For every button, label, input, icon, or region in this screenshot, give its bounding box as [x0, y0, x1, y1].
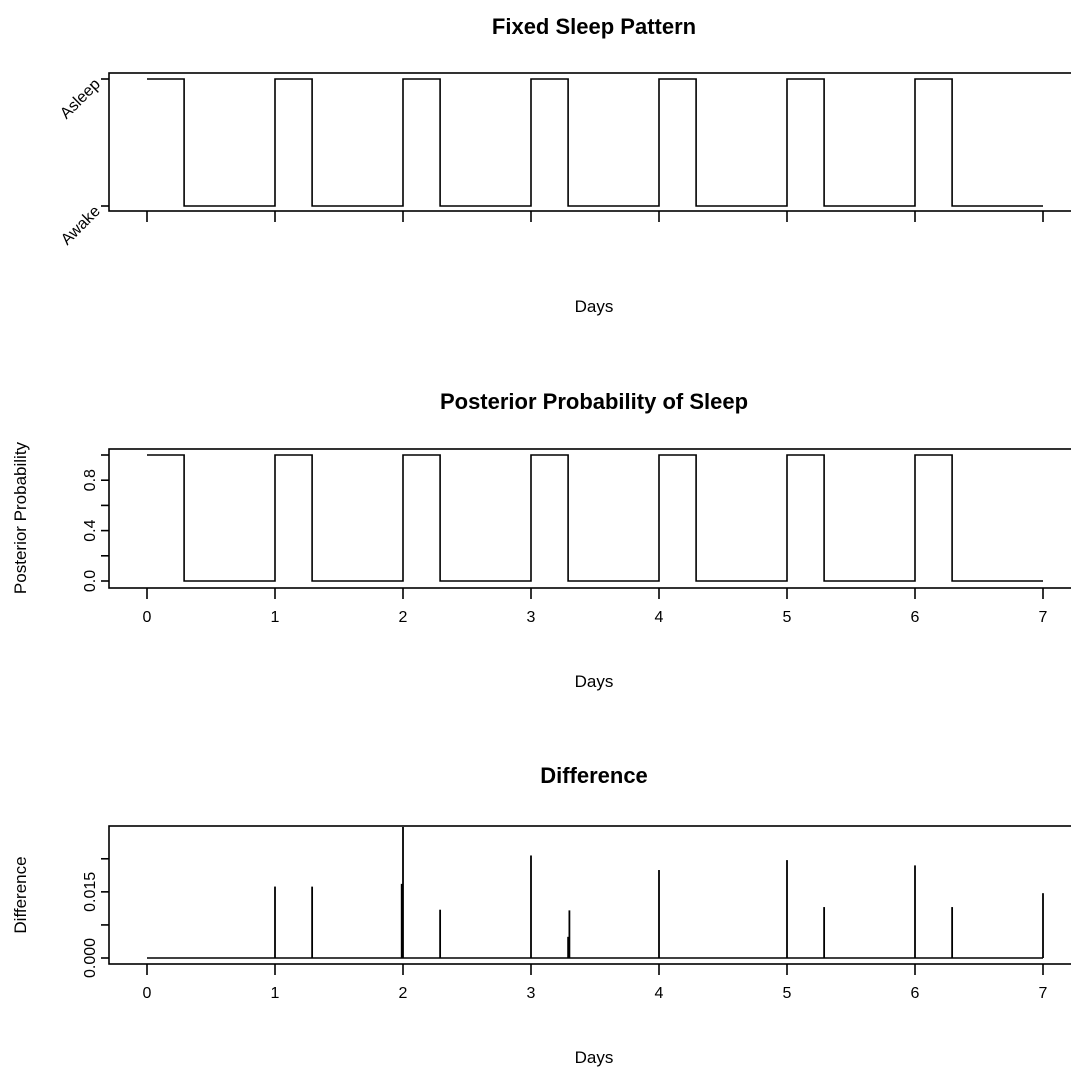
x-tick-label: 0: [143, 985, 152, 1002]
y-tick-label: 0.8: [82, 469, 99, 491]
x-tick-label: 5: [783, 985, 792, 1002]
panel-posterior-probability: Posterior Probability of Sleep 0.0 0.4 0.8…: [11, 389, 1071, 691]
y-axis: 0.0 0.4 0.8: [82, 454, 109, 592]
x-axis: 0 1 2 3 4 5 6 7: [143, 588, 1048, 626]
x-tick-label: 7: [1039, 609, 1048, 626]
plot-frame: [108, 72, 1071, 212]
x-tick-label: 0: [143, 609, 152, 626]
x-tick-label: 3: [527, 609, 536, 626]
x-tick-label: 5: [783, 609, 792, 626]
chart-title: Difference: [540, 763, 648, 788]
y-axis: 0.000 0.015: [82, 857, 109, 978]
y-tick-label: 0.000: [82, 938, 99, 978]
x-tick-label: 7: [1039, 985, 1048, 1002]
x-tick-label: 6: [911, 985, 920, 1002]
y-axis-label: Difference: [11, 856, 30, 933]
x-tick-label: 6: [911, 609, 920, 626]
plot-frame: [108, 825, 1071, 965]
x-tick-label: 4: [655, 985, 664, 1002]
x-axis-label: Days: [575, 297, 614, 316]
y-tick-label: 0.4: [82, 519, 99, 541]
x-axis: [146, 211, 1044, 222]
y-tick-label: 0.0: [82, 570, 99, 592]
x-tick-label: 1: [271, 985, 280, 1002]
series-line: [147, 78, 1043, 207]
x-tick-label: 2: [399, 609, 408, 626]
x-axis-label: Days: [575, 1048, 614, 1067]
x-tick-label: 1: [271, 609, 280, 626]
chart-title: Posterior Probability of Sleep: [440, 389, 748, 414]
x-axis-label: Days: [575, 672, 614, 691]
x-tick-label: 4: [655, 609, 664, 626]
x-axis: 0 1 2 3 4 5 6 7: [143, 964, 1048, 1002]
x-tick-label: 2: [399, 985, 408, 1002]
series-line: [147, 454, 1043, 582]
y-tick-label: Awake: [58, 203, 104, 249]
series-layer: [147, 454, 1043, 582]
series-layer: [147, 78, 1043, 207]
series-layer: [147, 827, 1044, 959]
plot-frame: [108, 448, 1071, 589]
y-tick-label: 0.015: [82, 872, 99, 912]
y-axis-label: Posterior Probability: [11, 441, 30, 594]
x-tick-label: 3: [527, 985, 536, 1002]
y-tick-label: Asleep: [57, 76, 104, 123]
chart-title: Fixed Sleep Pattern: [492, 14, 696, 39]
panel-fixed-sleep-pattern: Fixed Sleep Pattern Awake Asleep Days: [57, 14, 1071, 316]
y-axis: Awake Asleep: [57, 76, 109, 249]
panel-difference: Difference 0.000 0.015 0 1 2 3 4 5 6 7 Days Diff…: [11, 763, 1071, 1067]
